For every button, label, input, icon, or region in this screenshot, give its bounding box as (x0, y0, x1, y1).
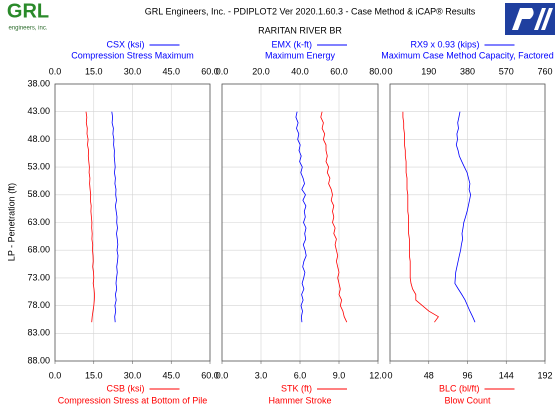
series-line (111, 111, 119, 323)
legend-description: Blow Count (444, 395, 491, 405)
y-tick-label: 83.00 (27, 328, 50, 338)
plot-frame (389, 83, 546, 362)
y-tick-label: 73.00 (27, 272, 50, 282)
bottom-tick-label: 0.0 (49, 370, 62, 380)
y-tick-label: 88.00 (27, 355, 50, 365)
bottom-tick-label: 45.0 (162, 370, 180, 380)
bottom-tick-label: 0.0 (216, 370, 229, 380)
y-tick-label: 43.00 (27, 106, 50, 116)
bottom-tick-label: 6.0 (294, 370, 307, 380)
series-line (402, 111, 439, 323)
bottom-tick-label: 9.0 (333, 370, 346, 380)
bottom-tick-label: 30.0 (124, 370, 142, 380)
top-tick-label: 760 (537, 66, 552, 76)
logo-shape (512, 8, 553, 30)
right-logo (505, 3, 555, 35)
bottom-tick-label: 96 (462, 370, 472, 380)
bottom-tick-label: 60.0 (201, 370, 219, 380)
y-tick-label: 38.00 (27, 78, 50, 88)
y-tick-label: 78.00 (27, 300, 50, 310)
top-tick-label: 45.0 (162, 66, 180, 76)
legend-label: CSX (ksi) (107, 39, 145, 49)
chart-title: GRL Engineers, Inc. - PDIPLOT2 Ver 2020.… (145, 6, 476, 16)
series-line (85, 111, 95, 323)
bottom-tick-label: 15.0 (85, 370, 103, 380)
series-line (295, 111, 307, 323)
top-tick-label: 60.0 (201, 66, 219, 76)
legend-description: Compression Stress Maximum (71, 50, 194, 60)
bottom-tick-label: 48 (424, 370, 434, 380)
top-tick-label: 40.0 (291, 66, 309, 76)
legend-label: BLC (bl/ft) (439, 383, 480, 393)
logo-sub: engineers, inc. (8, 26, 47, 32)
y-tick-label: 58.00 (27, 189, 50, 199)
legend-description: Maximum Case Method Capacity, Factored (381, 50, 553, 60)
plot-frame (221, 83, 379, 362)
top-tick-label: 0 (387, 66, 392, 76)
legend-label: CSB (ksi) (107, 383, 145, 393)
top-tick-label: 80.0 (369, 66, 387, 76)
top-tick-label: 570 (499, 66, 514, 76)
bottom-tick-label: 144 (499, 370, 514, 380)
logo: GRL (7, 0, 49, 22)
legend-description: Maximum Energy (265, 50, 336, 60)
y-axis-label: LP - Penetration (ft) (6, 183, 16, 261)
top-tick-label: 15.0 (85, 66, 103, 76)
bottom-tick-label: 0 (387, 370, 392, 380)
series-line (320, 111, 348, 323)
y-tick-label: 68.00 (27, 245, 50, 255)
y-tick-label: 48.00 (27, 134, 50, 144)
top-tick-label: 60.0 (330, 66, 348, 76)
top-tick-label: 190 (421, 66, 436, 76)
bottom-tick-label: 12.0 (369, 370, 387, 380)
y-tick-label: 63.00 (27, 217, 50, 227)
series-line (454, 111, 476, 323)
top-tick-label: 30.0 (124, 66, 142, 76)
legend-label: RX9 x 0.93 (kips) (410, 39, 479, 49)
top-tick-label: 20.0 (252, 66, 270, 76)
top-tick-label: 0.0 (216, 66, 229, 76)
legend-description: Compression Stress at Bottom of Pile (58, 395, 208, 405)
legend-label: STK (ft) (281, 383, 312, 393)
legend-label: EMX (k-ft) (272, 39, 313, 49)
bottom-tick-label: 192 (537, 370, 552, 380)
legend-description: Hammer Stroke (268, 395, 331, 405)
chart-subtitle: RARITAN RIVER BR (258, 25, 342, 35)
top-tick-label: 380 (460, 66, 475, 76)
top-tick-label: 0.0 (49, 66, 62, 76)
y-tick-label: 53.00 (27, 161, 50, 171)
bottom-tick-label: 3.0 (255, 370, 268, 380)
plot-frame (54, 83, 211, 362)
